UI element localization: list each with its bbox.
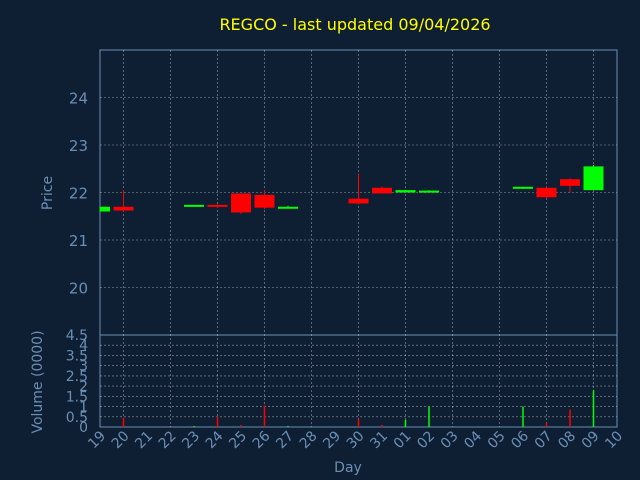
x-tick-label: 26 — [250, 428, 274, 452]
x-tick-label: 01 — [391, 428, 415, 452]
x-tick-label: 05 — [485, 428, 509, 452]
volume-bars — [122, 390, 595, 427]
volume-bar — [122, 417, 125, 427]
volume-tick-label: 4.5 — [66, 328, 88, 344]
volume-tick-label: 3 — [79, 359, 88, 375]
volume-bar — [545, 422, 548, 427]
candle-body — [372, 187, 392, 194]
x-axis-label: Day — [334, 460, 362, 476]
candle-body — [560, 179, 580, 186]
volume-bar — [569, 409, 571, 427]
x-tick-label: 21 — [132, 428, 156, 452]
x-tick-label: 08 — [555, 428, 579, 452]
candle-body — [513, 186, 533, 189]
volume-bar — [263, 405, 266, 427]
x-tick-label: 23 — [179, 428, 203, 452]
volume-bar — [357, 418, 360, 427]
price-tick-label: 22 — [69, 185, 88, 203]
candle-body — [113, 206, 134, 211]
candles — [99, 164, 604, 214]
x-tick-label: 25 — [226, 428, 250, 452]
x-tick-label: 03 — [438, 428, 462, 452]
x-tick-label: 20 — [109, 428, 133, 452]
candle-body — [583, 166, 604, 191]
volume-bar — [404, 419, 407, 427]
volume-tick-label: 3.5 — [66, 348, 88, 364]
x-tick-label: 31 — [367, 428, 391, 452]
volume-bar — [216, 416, 219, 427]
volume-bar — [522, 406, 524, 427]
candle-body — [348, 198, 369, 204]
price-tick-label: 20 — [69, 280, 88, 298]
x-tick-label: 04 — [461, 428, 485, 452]
y-axis-label: Price — [40, 176, 56, 210]
x-tick-label: 30 — [344, 428, 368, 452]
volume-bar — [240, 424, 242, 427]
x-tick-label: 28 — [297, 428, 321, 452]
grid-lines — [100, 50, 617, 427]
volume-bar — [428, 406, 430, 427]
volume-bar — [193, 425, 195, 427]
volume-tick-label: 1.5 — [66, 389, 88, 405]
x-tick-label: 27 — [273, 428, 297, 452]
volume-tick-label: 4 — [79, 338, 88, 354]
x-tick-label: 22 — [156, 428, 180, 452]
x-tick-label: 29 — [320, 428, 344, 452]
volume-axis-label: Volume (0000) — [30, 330, 46, 433]
x-tick-label: 19 — [85, 428, 109, 452]
volume-tick-label: 1 — [79, 400, 88, 416]
candle-body — [184, 204, 204, 207]
price-tick-label: 23 — [69, 137, 88, 155]
candle-body — [231, 193, 251, 213]
volume-bar — [592, 390, 595, 427]
chart-title: REGCO - last updated 09/04/2026 — [219, 15, 490, 34]
price-tick-label: 24 — [69, 90, 88, 108]
volume-tick-label: 2.5 — [66, 369, 88, 385]
x-tick-label: 10 — [602, 428, 626, 452]
volume-bar — [287, 425, 289, 427]
price-tick-label: 21 — [69, 232, 88, 250]
candle-body — [254, 194, 275, 208]
x-axis-ticks: 19 20 21 22 23 24 25 26 27 28 29 30 31 01 02 03 04 05 06 07… — [85, 428, 626, 452]
candle-body — [100, 206, 110, 212]
candle-body — [536, 187, 557, 198]
candle-body — [419, 190, 439, 193]
x-tick-label: 24 — [203, 428, 227, 452]
volume-axis-ticks: 00.511.522.533.544.5 — [66, 328, 88, 436]
x-tick-label: 06 — [508, 428, 532, 452]
volume-tick-label: 2 — [79, 379, 88, 395]
x-tick-label: 07 — [532, 428, 556, 452]
x-tick-label: 02 — [414, 428, 438, 452]
candle-body — [207, 204, 228, 207]
candle-body — [395, 190, 416, 193]
volume-bar — [381, 424, 383, 427]
volume-panel — [99, 334, 618, 428]
candle-body — [278, 206, 298, 209]
volume-tick-label: 0.5 — [66, 410, 88, 426]
x-tick-label: 09 — [579, 428, 603, 452]
volume-tick-label: 0 — [79, 420, 88, 436]
price-axis-ticks: 20 21 22 23 24 — [69, 90, 88, 298]
